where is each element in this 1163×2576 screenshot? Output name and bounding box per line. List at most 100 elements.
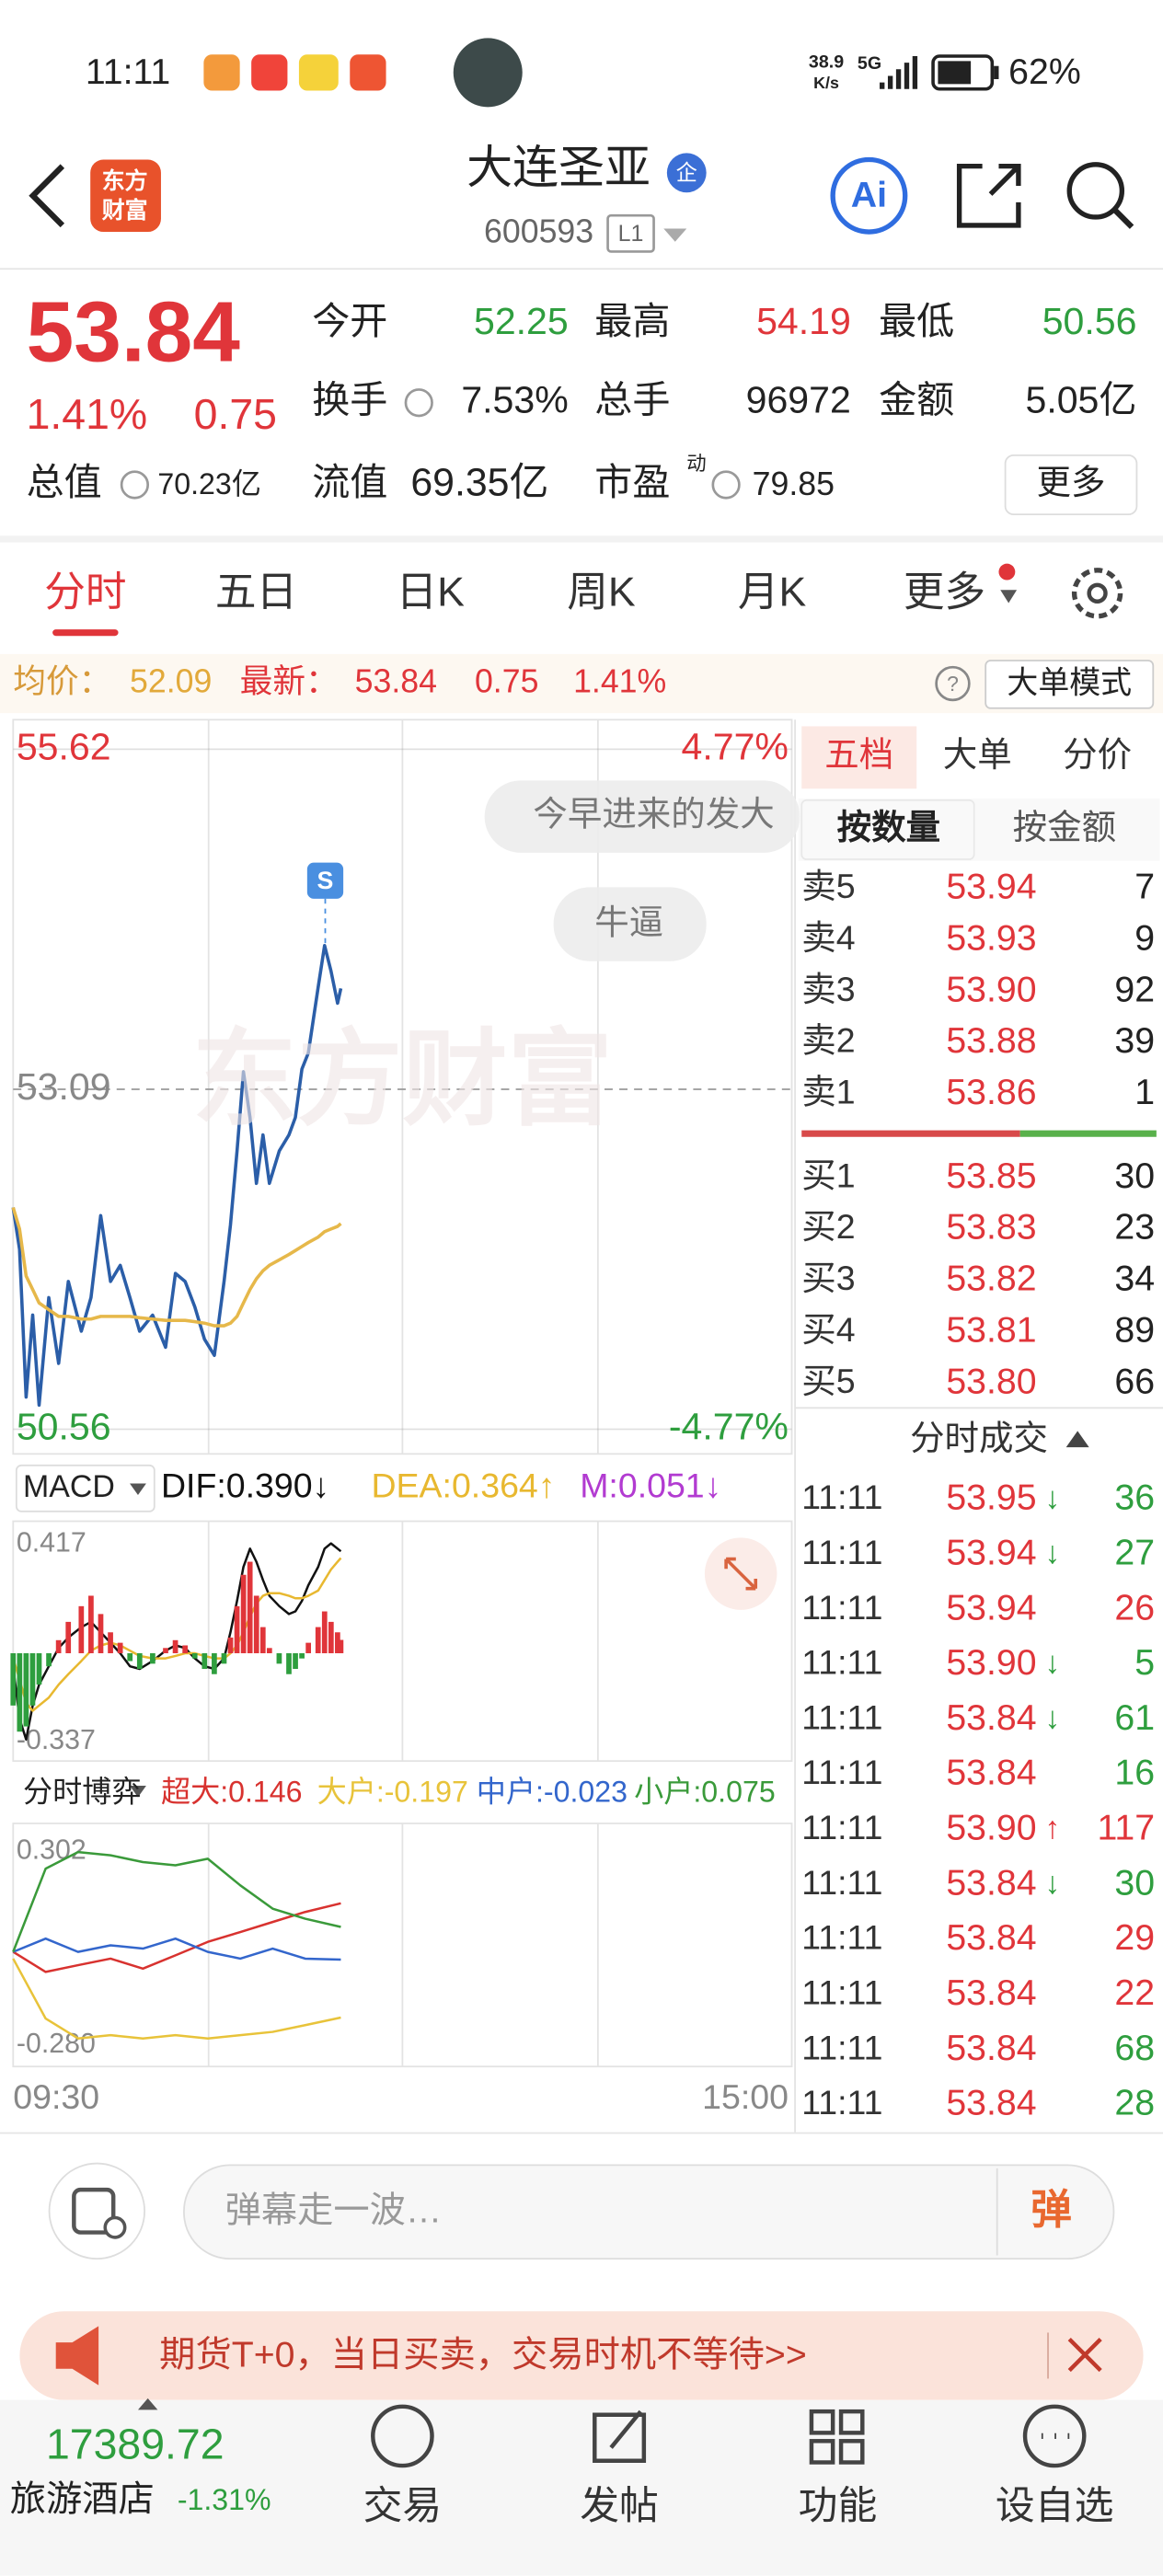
- nav-item[interactable]: 设自选: [996, 2484, 1113, 2528]
- trade-volume: 22: [1114, 1972, 1155, 2013]
- divider: [0, 268, 1163, 270]
- legend-entry: DEA:0.364↑: [371, 1466, 555, 1505]
- y-tick-label: 50.56: [17, 1405, 111, 1447]
- trade-time: 11:11: [801, 1808, 882, 1846]
- histogram-bar: [108, 1632, 113, 1653]
- chart-tab[interactable]: 更多: [904, 569, 985, 615]
- danmaku-bubble: [553, 887, 707, 961]
- histogram-bar: [36, 1652, 42, 1685]
- trade-price: 53.84: [946, 2028, 1036, 2068]
- chart-tab[interactable]: 月K: [738, 569, 807, 615]
- ai-button[interactable]: [830, 156, 908, 235]
- info-last: 53.84: [355, 662, 437, 699]
- histogram-bar: [338, 1639, 344, 1653]
- trade-price: 53.95: [946, 1478, 1036, 1518]
- level-badge: L1: [618, 221, 644, 247]
- histogram-bar: [136, 1652, 143, 1670]
- settings-button[interactable]: [1071, 568, 1123, 619]
- trade-volume: 61: [1114, 1697, 1155, 1738]
- histogram-bar: [286, 1652, 292, 1674]
- battery-level: 62%: [1008, 52, 1081, 92]
- last-price: 53.84: [27, 284, 241, 380]
- trade-price: 53.84: [946, 1917, 1036, 1958]
- danmaku-button[interactable]: 弹: [1031, 2188, 1072, 2233]
- nav-item[interactable]: 交易: [363, 2484, 443, 2528]
- banner-text[interactable]: 期货T+0，当日买卖，交易时机不等待>>: [159, 2335, 807, 2375]
- book-volume: 34: [1114, 1259, 1155, 1299]
- nav-item[interactable]: 发帖: [580, 2484, 659, 2528]
- expand-button[interactable]: [704, 1537, 777, 1610]
- dropdown-arrow: [1000, 590, 1018, 604]
- panel-subtab[interactable]: 按金额: [1013, 808, 1116, 846]
- book-price: 53.82: [946, 1259, 1036, 1299]
- book-price: 53.83: [946, 1207, 1036, 1248]
- y2-tick-label: -4.77%: [669, 1405, 789, 1447]
- stock-code: 600593: [484, 213, 593, 249]
- book-volume: 23: [1114, 1207, 1155, 1248]
- more-button[interactable]: [1004, 454, 1138, 516]
- trade-price: 53.90: [946, 1642, 1036, 1683]
- help-icon-glyph: ?: [947, 672, 959, 696]
- nav-item[interactable]: 功能: [799, 2484, 878, 2528]
- change-amount: 0.75: [194, 390, 277, 438]
- histogram-bar: [182, 1645, 189, 1653]
- header-icons: [29, 153, 1134, 253]
- indicator-select[interactable]: [15, 1464, 155, 1512]
- bottom-nav-bg: [0, 2399, 1163, 2576]
- danmaku-text: 今早进来的发大: [533, 795, 774, 834]
- status-icons: [203, 38, 999, 108]
- series-line: [12, 1902, 341, 1973]
- field-value: 54.19: [756, 300, 851, 342]
- index-change: -1.31%: [178, 2483, 271, 2516]
- comment-input[interactable]: [183, 2164, 1115, 2260]
- histogram-bar: [221, 1652, 227, 1664]
- field-label: 流值: [312, 461, 387, 503]
- histogram-bar: [163, 1648, 168, 1653]
- chart-tab[interactable]: 五日: [215, 569, 297, 615]
- series-line: [11, 1207, 342, 1328]
- book-label: 卖4: [801, 918, 855, 957]
- chart-tab[interactable]: 日K: [397, 569, 466, 615]
- trade-time: 11:11: [801, 1753, 882, 1791]
- trade-time: 11:11: [801, 1533, 882, 1571]
- y2-tick-label: 4.77%: [682, 725, 789, 767]
- trades-title: 分时成交: [910, 1419, 1048, 1457]
- big-order-mode-button[interactable]: [985, 660, 1155, 709]
- y-tick-label: 53.09: [17, 1065, 111, 1108]
- series-line: [12, 1937, 341, 1961]
- histogram-bar: [234, 1605, 240, 1653]
- histogram-bar: [127, 1652, 133, 1662]
- trade-volume: 27: [1114, 1532, 1155, 1572]
- back-button[interactable]: [29, 164, 65, 228]
- trade-arrow: ↓: [1044, 1866, 1060, 1901]
- share-button[interactable]: [956, 163, 1021, 228]
- dropdown-arrow: [130, 1483, 146, 1495]
- trade-price: 53.84: [946, 1972, 1036, 2013]
- legend-entry: 小户:0.075: [634, 1775, 776, 1808]
- histogram-bar: [46, 1652, 52, 1667]
- panel-tab[interactable]: 五档: [824, 735, 893, 774]
- histogram-bar: [335, 1632, 340, 1653]
- big-order-mode-label: 大单模式: [1007, 666, 1132, 701]
- chart-tab[interactable]: 分时: [44, 569, 126, 615]
- y-tick-label: 0.302: [17, 1834, 86, 1865]
- panel-subtab[interactable]: 按数量: [837, 808, 940, 846]
- panel-tab[interactable]: 大单: [943, 735, 1012, 774]
- close-button[interactable]: [1067, 2338, 1102, 2373]
- search-button[interactable]: [1066, 162, 1125, 220]
- chart-tab[interactable]: 周K: [567, 569, 636, 615]
- book-price: 53.86: [946, 1072, 1036, 1112]
- trade-volume: 28: [1114, 2083, 1155, 2123]
- panel-tab[interactable]: 分价: [1063, 735, 1132, 774]
- help-icon[interactable]: [935, 665, 971, 702]
- book-label: 卖2: [801, 1021, 855, 1060]
- field-label: 换手: [312, 379, 387, 421]
- banner-bg[interactable]: [19, 2311, 1144, 2400]
- book-volume: 30: [1114, 1156, 1155, 1196]
- comment-icon[interactable]: [48, 2162, 145, 2260]
- book-volume: 1: [1134, 1072, 1155, 1112]
- trade-arrow: ↑: [1044, 1811, 1060, 1846]
- field-value: 50.56: [1042, 300, 1137, 342]
- trade-time: 11:11: [801, 1643, 882, 1682]
